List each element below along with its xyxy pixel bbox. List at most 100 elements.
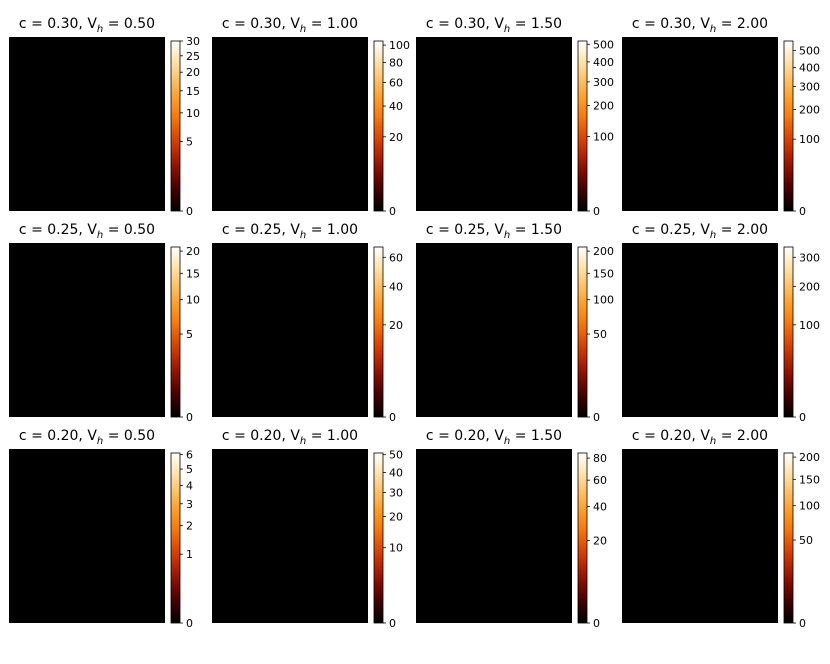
colorbar-tick-label: 20: [186, 66, 200, 79]
colorbar-tick-label: 60: [593, 474, 607, 487]
panel-title-sub: h: [300, 24, 306, 35]
panel-title-c: c = 0.20, V: [222, 428, 300, 444]
panel-title-c: c = 0.25, V: [426, 222, 504, 238]
panel-title: c = 0.20, Vh = 2.00: [632, 428, 768, 447]
colorbar: [783, 452, 794, 624]
colorbar-tick-label: 300: [799, 251, 820, 264]
heatmap-arcs: [16, 258, 158, 417]
heatmap-panel: c = 0.20, Vh = 1.50 0 20 40 60 80: [416, 428, 607, 630]
colorbar-tick-label: 15: [186, 85, 200, 98]
panel-title-c: c = 0.20, V: [632, 428, 710, 444]
panel-title-c: c = 0.30, V: [426, 16, 504, 32]
panel-title: c = 0.20, Vh = 0.50: [19, 428, 155, 447]
panel-title-v: = 1.50: [510, 222, 562, 238]
colorbar-tick-label: 30: [186, 35, 200, 48]
colorbar-tick-label: 20: [593, 535, 607, 548]
panel-title-sub: h: [300, 230, 306, 241]
colorbar-tick-label: 15: [186, 267, 200, 280]
colorbar-tick-label: 150: [799, 473, 820, 486]
colorbar-tick-label: 200: [799, 103, 820, 116]
colorbar-tick-label: 40: [593, 500, 607, 513]
colorbar-tick-label: 0: [389, 617, 396, 630]
colorbar-tick-label: 80: [389, 57, 403, 70]
heatmap-panel: c = 0.30, Vh = 2.00 0 100 200 300 400 500: [622, 16, 820, 218]
heatmap-arcs: [423, 464, 565, 623]
heatmap-arcs: [16, 464, 158, 623]
heatmap-arcs: [629, 464, 771, 623]
colorbar-tick-label: 20: [389, 319, 403, 332]
colorbar-tick-label: 100: [799, 133, 820, 146]
colorbar: [577, 246, 588, 418]
colorbar: [577, 40, 588, 212]
colorbar: [170, 40, 181, 212]
heatmap-panel: c = 0.25, Vh = 2.00 0 100 200 300: [622, 222, 820, 424]
panel-title: c = 0.20, Vh = 1.50: [426, 428, 562, 447]
colorbar-tick-label: 300: [593, 76, 614, 89]
panel-title-sub: h: [710, 24, 716, 35]
panel-title-v: = 1.00: [306, 222, 358, 238]
panel-title-c: c = 0.20, V: [426, 428, 504, 444]
colorbar: [783, 40, 794, 212]
colorbar-tick-label: 20: [186, 245, 200, 258]
panel-title: c = 0.25, Vh = 2.00: [632, 222, 768, 241]
colorbar-tick-label: 0: [389, 205, 396, 218]
heatmap-panel: c = 0.30, Vh = 1.50 0 100 200 300 400 500: [416, 16, 614, 218]
colorbar-tick-label: 500: [799, 44, 820, 57]
colorbar-tick-label: 40: [389, 281, 403, 294]
panel-title-c: c = 0.30, V: [19, 16, 97, 32]
heatmap-arcs: [629, 258, 771, 417]
heatmap-panel: c = 0.20, Vh = 0.50 0 1 2 3 4 5 6: [9, 428, 193, 630]
heatmap-arcs: [219, 52, 361, 211]
colorbar-tick-label: 0: [593, 205, 600, 218]
colorbar-tick-label: 40: [389, 466, 403, 479]
panel-title-sub: h: [97, 436, 103, 447]
panel-title-c: c = 0.25, V: [222, 222, 300, 238]
colorbar-tick-label: 2: [186, 520, 193, 533]
heatmap-panel: c = 0.20, Vh = 2.00 0 50 100 150 200: [622, 428, 820, 630]
colorbar-tick-label: 1: [186, 548, 193, 561]
colorbar-tick-label: 10: [389, 542, 403, 555]
colorbar-tick-label: 20: [389, 131, 403, 144]
colorbar-tick-label: 10: [186, 294, 200, 307]
colorbar-tick-label: 0: [389, 411, 396, 424]
heatmap-panel: c = 0.30, Vh = 1.00 0 20 40 60 80 100: [212, 16, 410, 218]
heatmap-arcs: [219, 258, 361, 417]
colorbar-tick-label: 0: [799, 617, 806, 630]
colorbar-tick-label: 50: [389, 449, 403, 462]
panel-title: c = 0.20, Vh = 1.00: [222, 428, 358, 447]
colorbar-tick-label: 40: [389, 100, 403, 113]
colorbar-tick-label: 100: [593, 294, 614, 307]
colorbar: [373, 246, 384, 418]
panel-title: c = 0.25, Vh = 1.50: [426, 222, 562, 241]
heatmap-arcs: [423, 258, 565, 417]
panel-title-v: = 1.00: [306, 428, 358, 444]
panel-title-sub: h: [300, 436, 306, 447]
colorbar: [783, 246, 794, 418]
colorbar-tick-label: 0: [799, 205, 806, 218]
colorbar-tick-label: 0: [593, 411, 600, 424]
colorbar-tick-label: 100: [799, 500, 820, 513]
panel-title-c: c = 0.25, V: [19, 222, 97, 238]
colorbar-tick-label: 100: [593, 130, 614, 143]
panel-title-sub: h: [504, 436, 510, 447]
colorbar-tick-label: 20: [389, 511, 403, 524]
colorbar-tick-label: 5: [186, 328, 193, 341]
colorbar-tick-label: 100: [389, 39, 410, 52]
colorbar-tick-label: 100: [799, 319, 820, 332]
panel-title-c: c = 0.20, V: [19, 428, 97, 444]
colorbar-tick-label: 300: [799, 81, 820, 94]
panel-title-v: = 1.00: [306, 16, 358, 32]
panel-title-c: c = 0.25, V: [632, 222, 710, 238]
colorbar-tick-label: 400: [799, 61, 820, 74]
panel-title-v: = 0.50: [103, 428, 155, 444]
panel-title-v: = 1.50: [510, 16, 562, 32]
panel-title: c = 0.30, Vh = 1.50: [426, 16, 562, 35]
colorbar-tick-label: 0: [186, 617, 193, 630]
colorbar-tick-label: 5: [186, 463, 193, 476]
panel-title: c = 0.30, Vh = 2.00: [632, 16, 768, 35]
colorbar-tick-label: 200: [593, 100, 614, 113]
panel-title-v: = 0.50: [103, 222, 155, 238]
colorbar: [577, 452, 588, 624]
panel-title-v: = 0.50: [103, 16, 155, 32]
